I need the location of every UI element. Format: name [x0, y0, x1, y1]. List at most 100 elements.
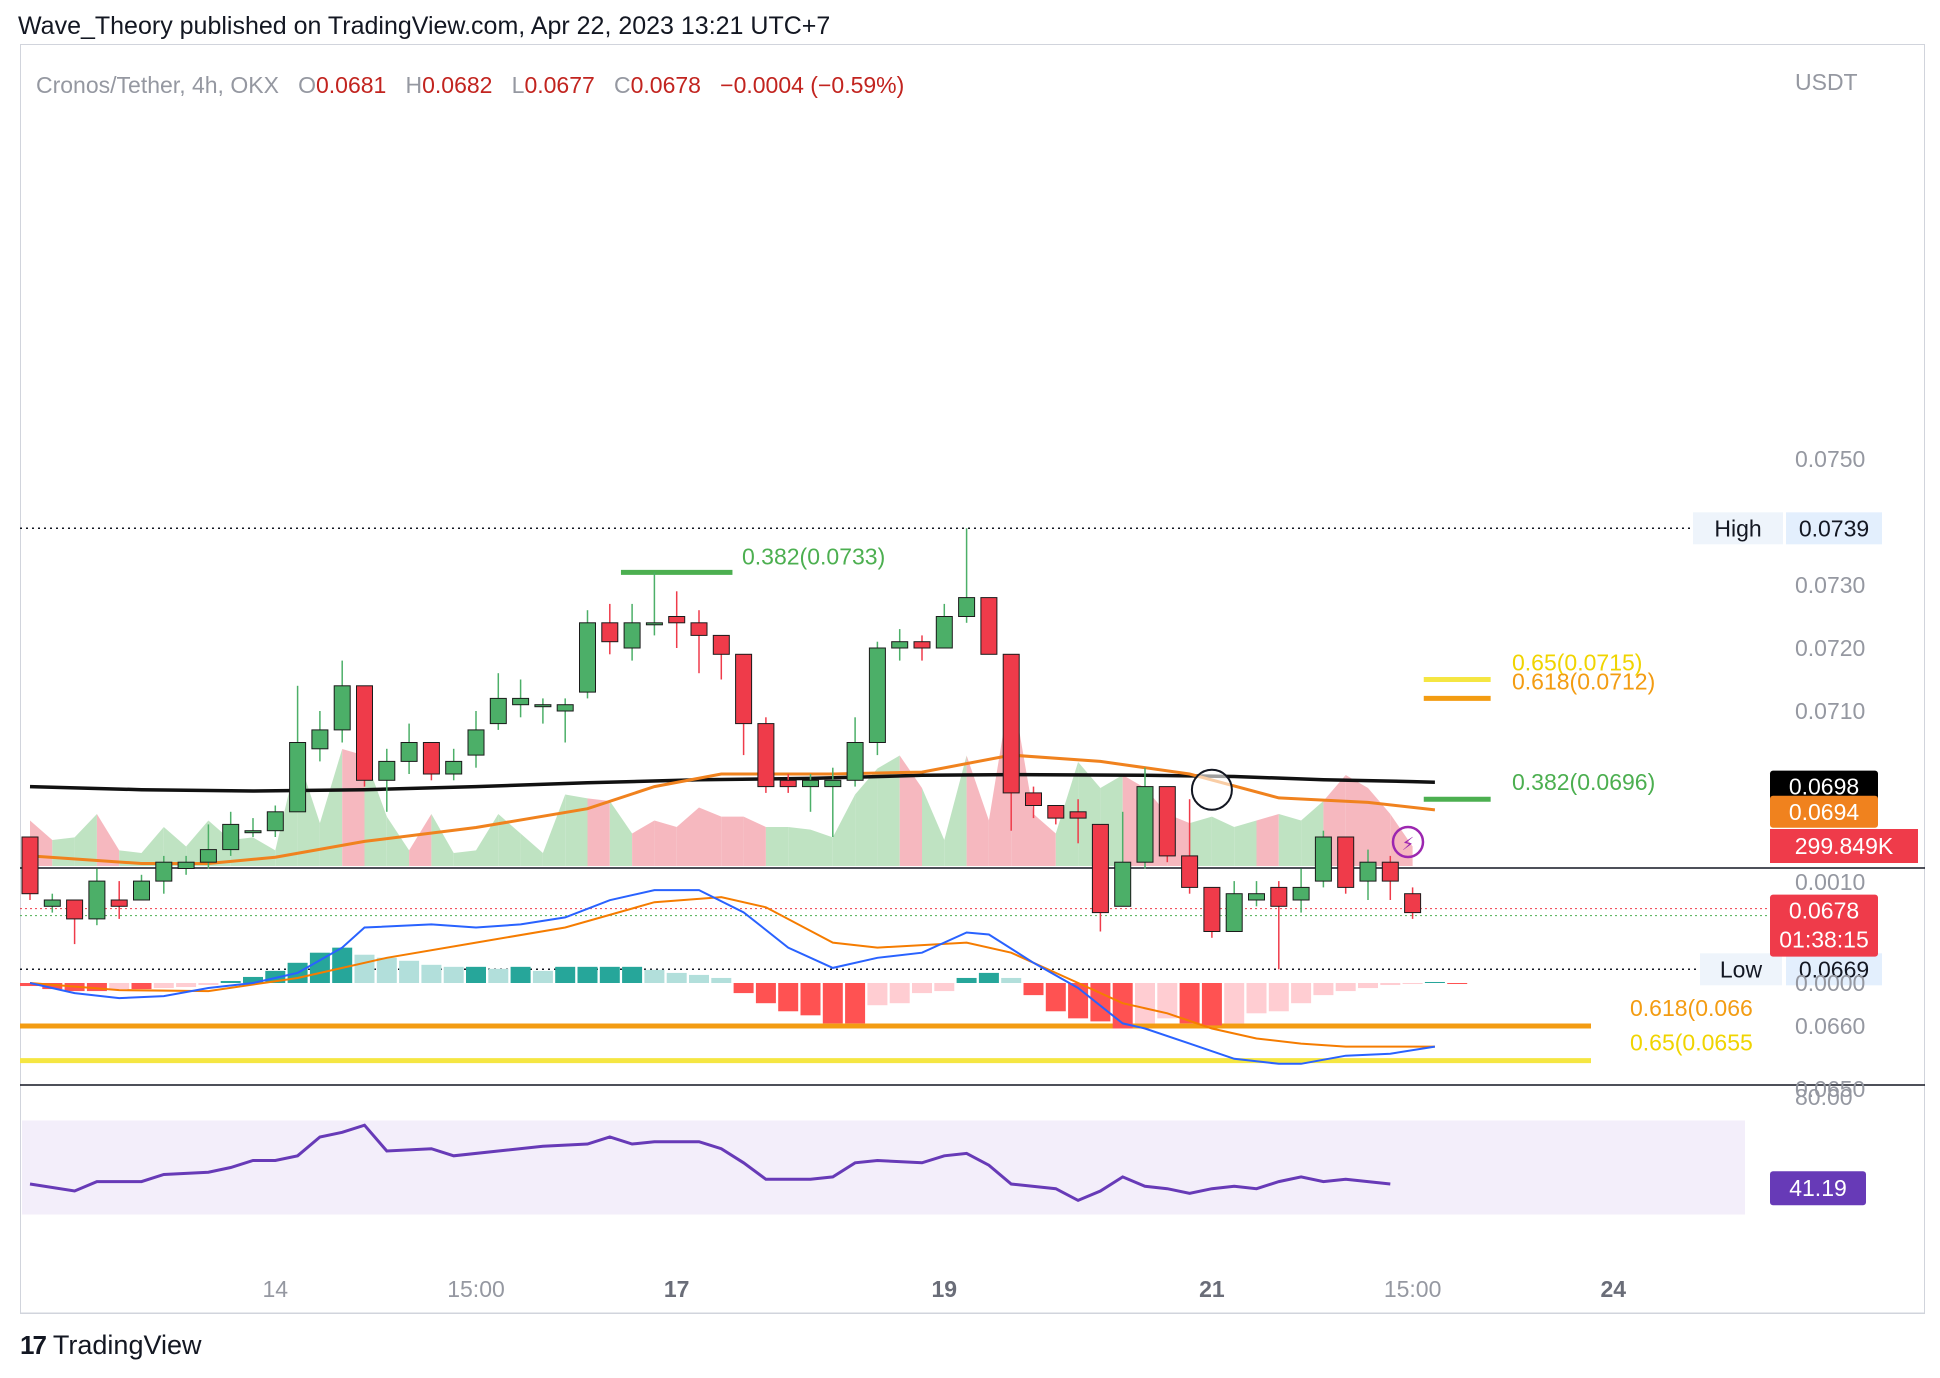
macd-histogram-bar [220, 980, 241, 983]
candle-body [1158, 786, 1176, 857]
candle-body [1002, 653, 1020, 794]
candle-body [1025, 792, 1042, 807]
volume-area [431, 814, 454, 866]
time-axis-tick: 15:00 [447, 1276, 505, 1302]
macd-histogram-bar [1380, 983, 1401, 986]
time-axis-tick: 19 [932, 1276, 958, 1302]
macd-histogram-bar [42, 983, 63, 990]
macd-histogram-bar [577, 966, 598, 983]
volume-area [654, 820, 677, 866]
rsi-band [22, 1120, 1745, 1215]
candle-body [1047, 805, 1065, 819]
candle-body [757, 723, 775, 788]
macd-histogram-bar [20, 983, 40, 987]
price-badge: 0.0678 [1789, 898, 1859, 924]
volume-area [74, 814, 97, 866]
low-value: 0.0669 [1799, 956, 1869, 982]
macd-histogram-bar [689, 974, 709, 983]
volume-area [141, 827, 164, 866]
macd-histogram-bar [309, 952, 330, 983]
volume-area [832, 794, 856, 866]
candle-body [467, 729, 485, 756]
candle-body [1225, 893, 1243, 933]
candle-body [222, 823, 240, 851]
volume-area [899, 755, 922, 866]
lightning-icon: ⚡ [1402, 834, 1415, 854]
volume-area [1256, 814, 1279, 866]
candle-body [378, 760, 396, 781]
volume-area [1033, 814, 1056, 866]
close-label: C [613, 72, 631, 98]
rsi-badge-bg [1770, 1171, 1866, 1206]
candle-body [512, 697, 530, 706]
volume-area [632, 820, 655, 866]
price-badge-bg [1770, 795, 1878, 828]
macd-histogram-bar [532, 970, 553, 983]
candle-body [244, 830, 262, 834]
volume-indicator-icon [1391, 825, 1425, 859]
volume-area [743, 816, 766, 866]
macd-histogram-bar [1447, 983, 1468, 985]
countdown-badge: 01:38:15 [1779, 927, 1869, 953]
open-label: O [298, 72, 316, 98]
open-value: 0.0681 [315, 72, 387, 98]
macd-histogram-bar [733, 983, 754, 994]
time-axis-tick: 14 [263, 1276, 289, 1302]
volume-area [877, 755, 900, 866]
macd-histogram-bar [176, 983, 197, 988]
candle-body [846, 742, 864, 781]
macd-histogram-bar [755, 983, 776, 1004]
footer-brand-text: TradingView [52, 1330, 202, 1360]
price-badge-bg [1770, 770, 1878, 803]
symbol-label[interactable]: Cronos/Tether, 4h, OKX [36, 72, 279, 98]
macd-histogram-bar [1157, 983, 1178, 1019]
macd-histogram-bar [1090, 983, 1111, 1022]
macd-signal-line [29, 896, 1435, 1048]
macd-histogram-bar [131, 983, 152, 990]
macd-histogram-bar [1179, 983, 1200, 1024]
candle-body [1292, 886, 1310, 901]
candle-body [133, 880, 150, 901]
fib-level-label: 0.65(0.0655 [1630, 1030, 1753, 1056]
publisher-line: Wave_Theory published on TradingView.com… [18, 12, 831, 40]
candle-body [311, 729, 329, 750]
candle-body [1203, 886, 1221, 933]
macd-histogram-bar [845, 983, 866, 1024]
price-axis-tick: 0.0750 [1795, 446, 1865, 472]
rsi-line [29, 1123, 1391, 1203]
macd-histogram-bar [1335, 983, 1356, 992]
footer-brand: 17 TradingView [20, 1330, 202, 1361]
volume-area [498, 814, 521, 866]
time-axis-tick: 17 [664, 1276, 690, 1302]
price-axis-tick: 0.0650 [1795, 1076, 1865, 1102]
price-axis-tick: 0.0720 [1795, 635, 1865, 661]
candle-body [980, 597, 998, 655]
macd-histogram-bar [934, 983, 955, 992]
macd-histogram-bar [109, 983, 130, 990]
macd-histogram-bar [443, 966, 464, 983]
macd-histogram-bar [376, 957, 397, 983]
macd-histogram-bar [1112, 983, 1133, 1029]
candle-body [289, 742, 307, 813]
high-label: High [1714, 515, 1761, 541]
time-axis-tick: 21 [1199, 1276, 1225, 1302]
volume-area [721, 816, 744, 866]
macd-histogram-bar [243, 976, 263, 983]
fib-level-label: 0.382(0.0696) [1512, 769, 1655, 795]
candle-body [1248, 893, 1265, 901]
close-value: 0.0678 [630, 72, 701, 98]
ema-cross-marker [1190, 768, 1233, 811]
volume-area [609, 801, 633, 866]
macd-histogram-bar [622, 966, 643, 983]
candle-body [868, 647, 886, 743]
candle-body [913, 641, 931, 649]
volume-area [386, 816, 410, 866]
candle-body [1270, 886, 1288, 907]
volume-area [765, 827, 789, 866]
macd-histogram-bar [1268, 983, 1289, 1012]
macd-histogram-bar [800, 983, 821, 1016]
price-axis-tick: 0.0730 [1795, 572, 1865, 598]
macd-axis-tick: 0.0000 [1795, 970, 1865, 996]
low-label: Low [1720, 956, 1763, 982]
